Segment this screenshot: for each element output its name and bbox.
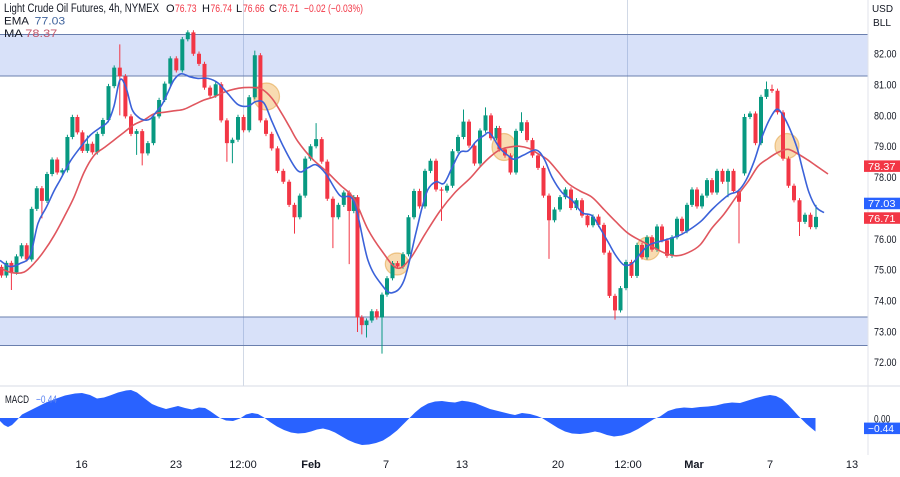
svg-text:EMA: EMA: [4, 16, 30, 28]
svg-text:H: H: [202, 3, 210, 15]
svg-text:23: 23: [170, 459, 182, 471]
svg-text:7: 7: [383, 459, 389, 471]
svg-text:13: 13: [846, 459, 858, 471]
svg-text:O: O: [166, 3, 175, 15]
svg-text:82.00: 82.00: [874, 49, 897, 61]
svg-text:16: 16: [75, 459, 87, 471]
svg-text:−0.44: −0.44: [868, 423, 894, 435]
svg-text:77.03: 77.03: [868, 198, 896, 210]
svg-text:78.37: 78.37: [25, 28, 57, 40]
svg-text:0.00: 0.00: [874, 413, 890, 425]
svg-text:C: C: [269, 3, 277, 15]
svg-text:81.00: 81.00: [874, 80, 897, 92]
svg-text:78.37: 78.37: [868, 161, 896, 173]
svg-text:Light Crude Oil Futures, 4h, N: Light Crude Oil Futures, 4h, NYMEX: [4, 3, 159, 15]
svg-text:75.00: 75.00: [874, 265, 897, 277]
svg-text:77.03: 77.03: [35, 16, 65, 28]
svg-text:BLL: BLL: [873, 17, 891, 29]
svg-text:76.71: 76.71: [868, 213, 896, 225]
svg-text:76.71: 76.71: [278, 3, 300, 15]
svg-text:78.00: 78.00: [874, 172, 897, 184]
svg-text:−0.02 (−0.03%): −0.02 (−0.03%): [304, 3, 363, 15]
svg-text:MA: MA: [4, 28, 23, 40]
svg-text:Feb: Feb: [301, 459, 321, 471]
svg-text:73.00: 73.00: [874, 326, 897, 338]
svg-text:72.00: 72.00: [874, 357, 897, 369]
svg-text:20: 20: [552, 459, 564, 471]
svg-text:13: 13: [456, 459, 468, 471]
svg-text:USD: USD: [872, 3, 893, 15]
svg-text:12:00: 12:00: [614, 459, 642, 471]
svg-text:12:00: 12:00: [229, 459, 257, 471]
svg-text:76.00: 76.00: [874, 234, 897, 246]
svg-text:80.00: 80.00: [874, 110, 897, 122]
svg-text:Mar: Mar: [684, 459, 704, 471]
svg-text:76.74: 76.74: [211, 3, 233, 15]
svg-text:79.00: 79.00: [874, 141, 897, 153]
svg-text:−0.44: −0.44: [36, 394, 57, 406]
svg-text:74.00: 74.00: [874, 296, 897, 308]
svg-text:76.73: 76.73: [175, 3, 197, 15]
svg-text:7: 7: [767, 459, 773, 471]
svg-text:76.66: 76.66: [243, 3, 265, 15]
svg-text:L: L: [236, 3, 242, 15]
svg-text:MACD: MACD: [5, 394, 29, 406]
